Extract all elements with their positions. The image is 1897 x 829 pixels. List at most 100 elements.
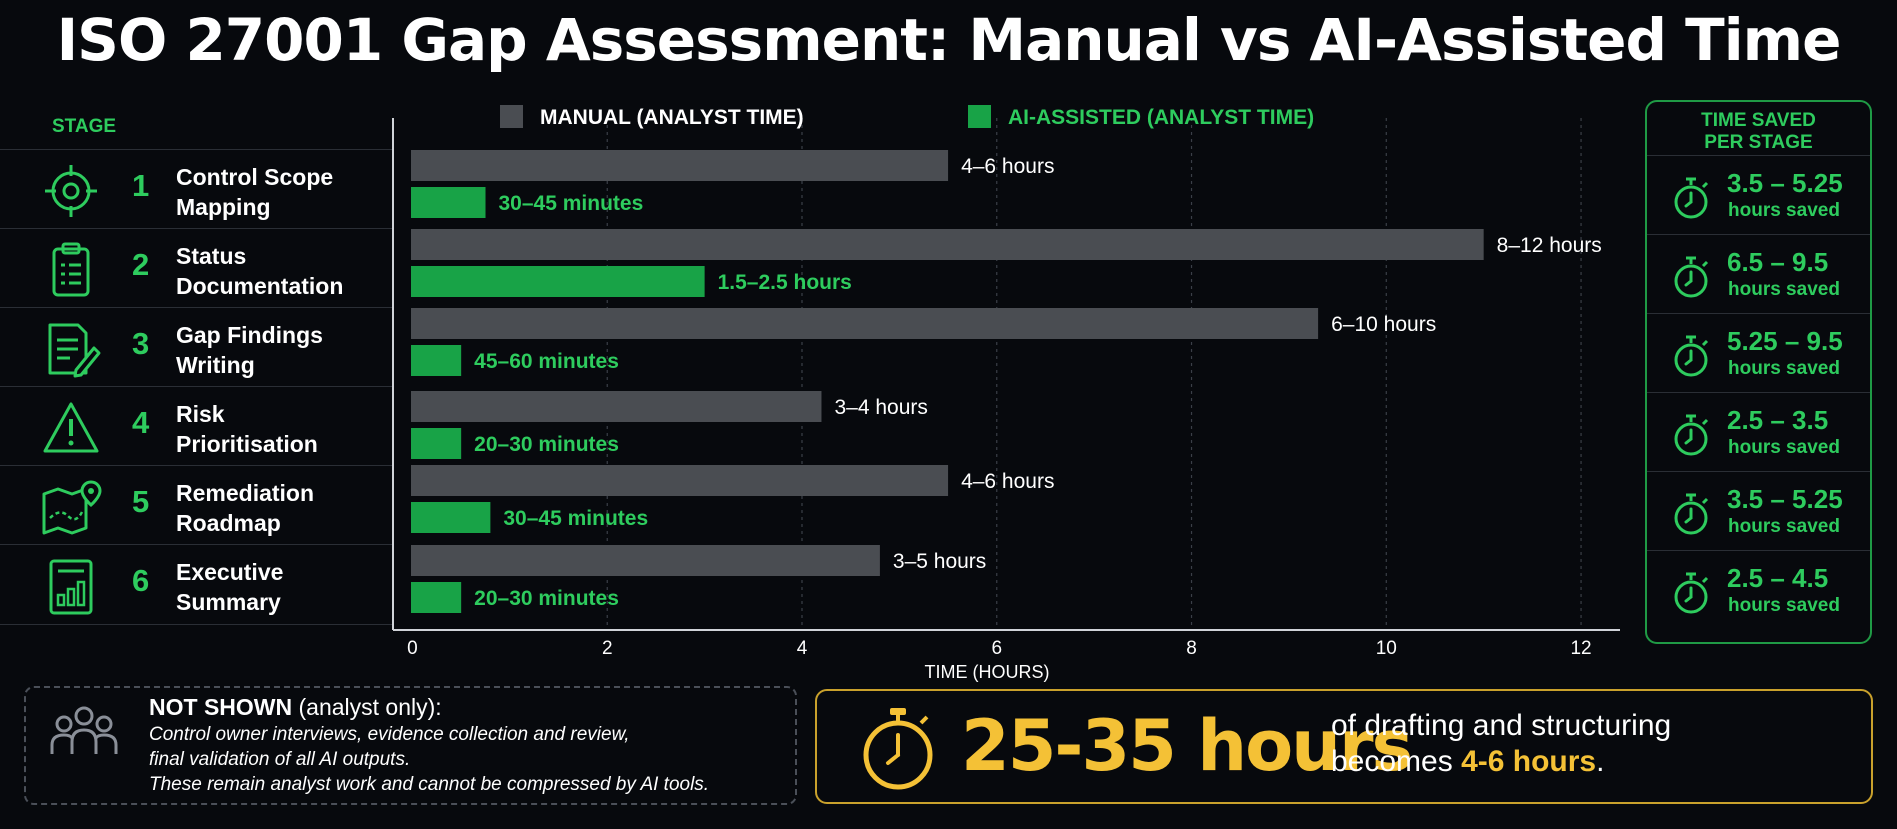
stage-name-line2: Roadmap [176,510,281,536]
manual-bar [411,465,949,496]
manual-bar-label: 3–4 hours [834,396,927,419]
stopwatch-icon [863,708,933,790]
ai-bar [411,502,491,533]
stopwatch-icon [1674,256,1709,298]
warning-triangle-icon [43,402,99,453]
x-tick-label: 8 [1186,638,1197,659]
ai-bar-label: 45–60 minutes [474,350,619,373]
time-saved-title-line1: TIME SAVED [1701,110,1816,131]
time-saved-unit: hours saved [1728,200,1840,221]
stage-name-line2: Mapping [176,194,271,220]
stopwatch-icon [1674,335,1709,377]
stopwatch-icon [1674,493,1709,535]
time-saved-row: 5.25 – 9.5 hours saved [1647,313,1870,393]
stopwatch-icon [1674,414,1709,456]
ai-bar-label: 1.5–2.5 hours [718,271,852,294]
stage-name: Gap Findings Writing [176,320,386,380]
legend-swatch [968,105,991,128]
stage-name-line1: Status [176,243,247,269]
manual-bar [411,391,822,422]
summary-text-line1: of drafting and structuring [1331,709,1672,742]
stage-name-line1: Gap Findings [176,322,323,348]
bar-report-icon [49,559,93,615]
summary-text-line2: becomes 4-6 hours. [1331,745,1604,779]
ai-bar [411,345,462,376]
x-axis-label: TIME (HOURS) [925,662,1050,682]
document-pencil-icon [48,323,101,378]
ai-bar-label: 30–45 minutes [499,192,644,215]
map-pin-icon [42,480,102,535]
stage-row: 4 Risk Prioritisation [0,386,392,466]
stage-name: Risk Prioritisation [176,399,386,459]
time-saved-unit: hours saved [1728,279,1840,300]
x-tick-label: 2 [602,638,613,659]
clipboard-icon [52,242,90,297]
summary-callout: 25-35 hours of drafting and structuring … [815,689,1873,804]
stage-number: 1 [132,168,150,203]
people-group-icon [50,706,118,754]
stage-number: 4 [132,405,150,440]
manual-bar-label: 4–6 hours [961,155,1054,178]
ai-bar-label: 20–30 minutes [474,587,619,610]
stage-number: 3 [132,326,150,361]
not-shown-heading: NOT SHOWN (analyst only): [149,694,442,721]
stage-number: 5 [132,484,150,519]
target-icon [45,165,97,217]
x-tick-label: 0 [407,638,418,659]
time-saved-row: 6.5 – 9.5 hours saved [1647,234,1870,314]
not-shown-heading-rest: (analyst only): [292,694,442,720]
ai-bar-label: 30–45 minutes [503,507,648,530]
time-saved-panel: TIME SAVED PER STAGE 3.5 – 5.25 hours sav… [1645,100,1872,644]
manual-bar [411,308,1319,339]
time-saved-range: 3.5 – 5.25 [1727,484,1843,514]
stage-row: 3 Gap Findings Writing [0,307,392,387]
stage-column-header: STAGE [52,116,117,137]
stage-name-line1: Remediation [176,480,315,506]
manual-bar [411,150,949,181]
stage-name: Executive Summary [176,557,386,617]
time-saved-unit: hours saved [1728,437,1840,458]
x-tick-label: 12 [1570,638,1591,659]
summary-prefix: becomes [1331,745,1462,778]
ai-bar [411,266,705,297]
summary-highlight: 4-6 hours [1461,745,1597,778]
time-saved-unit: hours saved [1728,358,1840,379]
not-shown-line: These remain analyst work and cannot be … [149,774,710,795]
time-saved-unit: hours saved [1728,516,1840,537]
summary-total-hours: 25-35 hours [961,705,1413,787]
manual-bar-label: 3–5 hours [893,550,986,573]
legend-label: MANUAL (ANALYST TIME) [540,106,804,129]
time-saved-row: 3.5 – 5.25 hours saved [1647,155,1870,235]
ai-bar [411,187,486,218]
not-shown-heading-bold: NOT SHOWN [149,694,293,720]
stage-name-line1: Risk [176,401,225,427]
x-tick-label: 10 [1376,638,1397,659]
time-saved-range: 2.5 – 4.5 [1727,563,1829,593]
time-saved-range: 3.5 – 5.25 [1727,168,1843,198]
ai-bar [411,428,462,459]
summary-suffix: . [1596,745,1605,778]
stage-name-line2: Documentation [176,273,344,299]
stage-row: 6 Executive Summary [0,544,392,625]
ai-bar-label: 20–30 minutes [474,433,619,456]
stage-name-line2: Writing [176,352,255,378]
time-saved-row: 2.5 – 4.5 hours saved [1647,550,1870,630]
stage-name-line2: Summary [176,589,281,615]
time-saved-title-line2: PER STAGE [1704,132,1813,153]
stage-name: Remediation Roadmap [176,478,386,538]
x-tick-label: 6 [991,638,1002,659]
manual-bar-label: 8–12 hours [1497,234,1602,257]
manual-bar-label: 6–10 hours [1331,313,1436,336]
stage-number: 2 [132,247,150,282]
stage-name-line1: Control Scope [176,164,334,190]
stage-name-line1: Executive [176,559,284,585]
page-title: ISO 27001 Gap Assessment: Manual vs AI-A… [56,6,1842,74]
time-saved-range: 5.25 – 9.5 [1727,326,1843,356]
manual-bar-label: 4–6 hours [961,470,1054,493]
stopwatch-icon [1674,177,1709,219]
not-shown-line: final validation of all AI outputs. [149,749,411,770]
legend-label: AI-ASSISTED (ANALYST TIME) [1008,106,1314,129]
stage-row: 2 Status Documentation [0,228,392,308]
stage-name: Control Scope Mapping [176,162,386,222]
